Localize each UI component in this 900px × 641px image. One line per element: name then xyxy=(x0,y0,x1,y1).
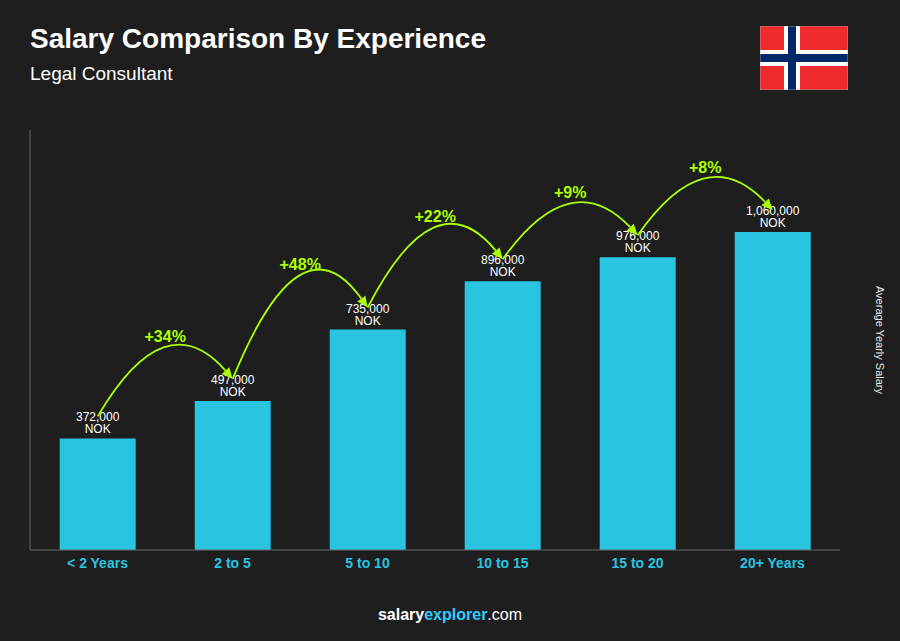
svg-text:15 to 20: 15 to 20 xyxy=(611,555,663,571)
html-text:NOK: NOK xyxy=(219,384,246,399)
html-text:Legal Consultant: Legal Consultant xyxy=(30,63,173,84)
html-text:497,000: 497,000 xyxy=(211,372,255,387)
html-text:Average Yearly Salary: Average Yearly Salary xyxy=(874,286,886,394)
svg-text:+9%: +9% xyxy=(554,184,586,201)
html-text:NOK: NOK xyxy=(354,313,381,328)
html-text:735,000: 735,000 xyxy=(346,301,390,316)
svg-text:372,000NOK: 372,000NOK xyxy=(76,410,120,436)
svg-text:896,000NOK: 896,000NOK xyxy=(481,253,525,279)
svg-text:1,060,000NOK: 1,060,000NOK xyxy=(746,204,800,230)
svg-text:2 to 5: 2 to 5 xyxy=(214,555,251,571)
html-text:salary explorer.com: salary explorer.com xyxy=(378,606,522,623)
svg-text:+8%: +8% xyxy=(689,159,721,176)
svg-text:10 to 15: 10 to 15 xyxy=(476,555,528,571)
svg-text:+48%: +48% xyxy=(280,256,321,273)
svg-text:20+ Years: 20+ Years xyxy=(740,555,805,571)
svg-text:< 2 Years: < 2 Years xyxy=(67,555,128,571)
svg-text:976,000NOK: 976,000NOK xyxy=(616,229,660,255)
html-text:Salary Comparison By Experienc: Salary Comparison By Experience xyxy=(30,23,486,54)
svg-text:+34%: +34% xyxy=(145,328,186,345)
svg-text:+22%: +22% xyxy=(415,208,456,225)
svg-text:5 to 10: 5 to 10 xyxy=(345,555,390,571)
